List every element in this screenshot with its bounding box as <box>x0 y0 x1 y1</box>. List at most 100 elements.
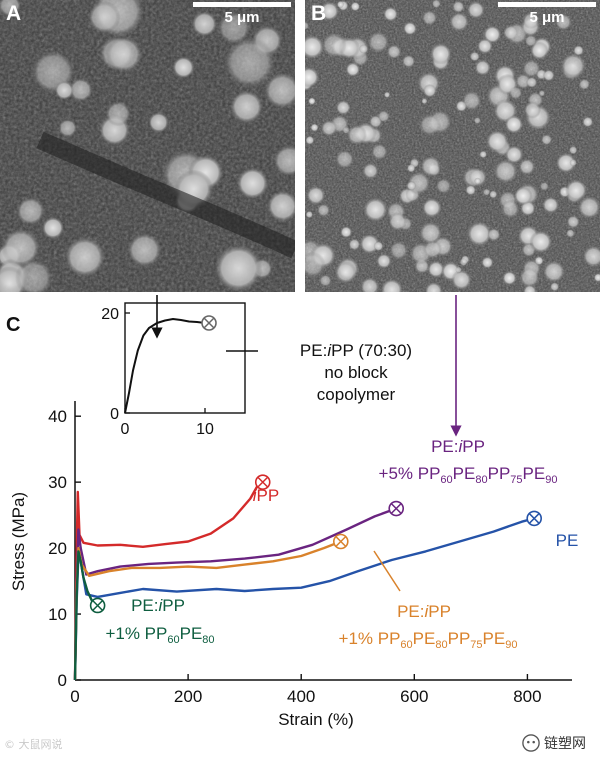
micrograph-particle <box>105 35 143 73</box>
micrograph-particle <box>1 228 41 268</box>
micrograph-particle <box>487 228 501 242</box>
scale-bar-line <box>193 2 291 7</box>
micrograph-particle <box>403 21 417 36</box>
label-1pct-tetra-line2: +1% PP60PE80PP75PE90 <box>339 629 518 651</box>
micrograph-particle <box>68 78 93 102</box>
inset-series-line-no_block <box>124 318 209 414</box>
y-tick-label: 40 <box>48 407 67 426</box>
x-tick-label: 0 <box>70 687 79 706</box>
micrograph-particle <box>214 244 263 292</box>
break-marker-iPP-cross <box>257 477 268 488</box>
series-line-PE_iPP_1pct_di <box>73 550 99 681</box>
micrograph-particle <box>54 80 74 100</box>
micrograph-particle <box>305 21 309 30</box>
micrograph-particle <box>423 240 442 259</box>
micrograph-particle <box>467 1 485 19</box>
micrograph-particle <box>230 90 264 124</box>
micrograph-particle <box>539 181 549 191</box>
scale-bar-line <box>498 2 596 7</box>
label-ipp: iPP <box>253 486 279 505</box>
inset-axes: 0 20 0 10 <box>101 302 246 438</box>
micrograph-particle <box>264 72 295 109</box>
inset-name-pre: PE: <box>300 341 327 360</box>
inset-y-tick-label: 20 <box>101 306 119 323</box>
micrograph-particle <box>504 145 524 164</box>
micrograph-particle <box>523 101 541 119</box>
micrograph-particle <box>319 274 332 287</box>
inset-name-post: PP (70:30) <box>331 341 412 360</box>
micrograph-particle <box>402 54 416 68</box>
micrograph-particle <box>191 11 218 37</box>
label-5pct-line2: +5% PP60PE80PP75PE90 <box>379 464 558 486</box>
micrograph-particle <box>406 163 416 173</box>
micrograph-particle <box>452 0 465 13</box>
micrograph-particle <box>565 179 588 202</box>
micrograph-particle <box>481 256 494 269</box>
micrograph-particle <box>377 110 390 123</box>
micrograph-particle <box>386 44 402 59</box>
label-1pct-tetra-line1: PE:iPP <box>397 602 451 621</box>
micrograph-particle <box>42 216 64 239</box>
x-tick-label: 600 <box>400 687 428 706</box>
t23: +1% PP <box>105 624 167 643</box>
micrograph-particle <box>87 0 121 34</box>
micrograph-b: B 5 μm <box>305 0 600 292</box>
micrograph-a: A 5 μm <box>0 0 295 292</box>
micrograph-particle <box>335 100 351 115</box>
scale-bar-label: 5 μm <box>529 9 565 26</box>
micrograph-particle <box>388 212 407 231</box>
micrograph-particle <box>310 123 319 132</box>
micrograph-particle <box>305 251 326 278</box>
t21: i <box>158 596 163 615</box>
x-tick-label: 400 <box>287 687 315 706</box>
micrograph-particle <box>384 91 391 98</box>
micrograph-particle <box>363 197 388 222</box>
micrograph-particle <box>419 113 441 136</box>
micrograph-particle <box>0 0 21 17</box>
micrograph-particle <box>504 115 524 134</box>
label-5pct-line1: PE:iPP <box>431 437 485 456</box>
t20: PE: <box>131 596 158 615</box>
micrograph-particle <box>482 188 491 196</box>
micrograph-particle <box>523 284 537 292</box>
micrograph-particle <box>16 197 45 226</box>
micrograph-particle <box>317 203 330 217</box>
t22: PP <box>162 596 185 615</box>
micrograph-particle <box>529 230 553 254</box>
series-line-PE_iPP_5pct <box>73 507 397 681</box>
panel-label-b: B <box>311 2 327 25</box>
micrograph-particle <box>424 282 443 292</box>
watermark: © 大鼠网说 <box>4 738 63 751</box>
micrograph-particle <box>224 37 276 89</box>
micrograph-particle <box>455 266 462 274</box>
micrograph-particle <box>569 159 577 167</box>
micrograph-particle <box>406 180 417 191</box>
t5: PP <box>488 464 511 483</box>
micrograph-particle <box>334 261 357 284</box>
micrograph-particle <box>518 158 536 175</box>
micrograph-particle <box>419 221 442 245</box>
micrograph-particle <box>473 117 481 125</box>
micrograph-particle <box>522 59 541 78</box>
micrograph-particle <box>449 12 469 32</box>
micrograph-particle <box>429 43 452 65</box>
micrograph-particle <box>64 236 106 278</box>
micrograph-particle <box>431 0 441 9</box>
t26: 80 <box>202 634 214 646</box>
micrograph-particle <box>376 253 392 269</box>
micrograph-particle <box>465 184 476 196</box>
label-1pct-di-line1: PE:iPP <box>131 596 185 615</box>
micrograph-particle <box>593 273 600 282</box>
t15: 80 <box>435 639 447 651</box>
scale-bar-a: 5 μm <box>193 2 291 26</box>
inset-frame <box>124 302 246 414</box>
micrograph-particle <box>371 143 388 160</box>
micrograph-particle <box>335 149 354 169</box>
brand-badge: 链塑网 <box>522 733 586 753</box>
micrograph-particle <box>550 282 560 292</box>
micrograph-particle <box>461 90 482 111</box>
label-5pct-i: i <box>458 437 463 456</box>
t7: PE <box>523 464 546 483</box>
break-marker-PE-cross <box>529 513 540 524</box>
micrograph-particle <box>342 126 350 134</box>
